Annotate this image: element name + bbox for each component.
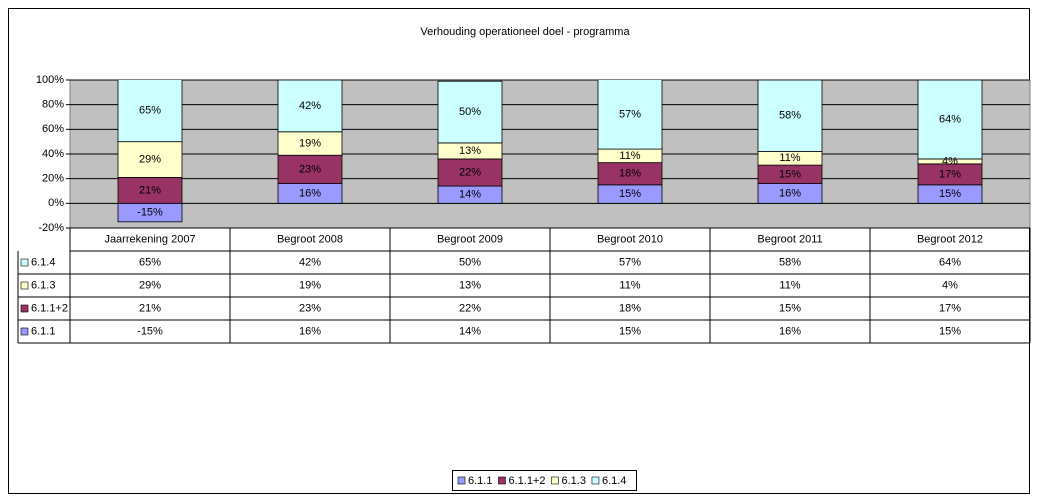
legend-key (20, 304, 29, 313)
y-tick-label: 60% (42, 123, 64, 135)
data-label: 64% (939, 113, 961, 125)
bar-segment (757, 80, 823, 152)
table-cell: -15% (137, 325, 163, 337)
table-cell: 16% (299, 325, 321, 337)
data-label: 21% (139, 184, 161, 196)
table-cell: 58% (779, 256, 801, 268)
table-cell: 42% (299, 256, 321, 268)
bar-segment (277, 80, 343, 133)
x-tick-label: Begroot 2010 (597, 233, 663, 245)
x-tick-label: Jaarrekening 2007 (104, 233, 195, 245)
bar-segment (917, 80, 983, 160)
table-cell: 19% (299, 279, 321, 291)
y-tick-label: 80% (42, 99, 64, 111)
data-label: 16% (779, 187, 801, 199)
table-cell: 4% (942, 279, 958, 291)
data-label: 15% (939, 188, 961, 200)
chart-title: Verhouding operationeel doel - programma (420, 26, 630, 38)
y-tick-label: 20% (42, 173, 64, 185)
table-cell: 18% (619, 302, 641, 314)
data-label: 50% (459, 106, 481, 118)
table-cell: 15% (779, 302, 801, 314)
legend-box (452, 470, 637, 491)
data-label: 18% (619, 168, 641, 180)
x-tick-label: Begroot 2008 (277, 233, 343, 245)
bar-segment (597, 80, 663, 150)
data-label: 42% (299, 100, 321, 112)
table-row-label: 6.1.1+2 (31, 302, 68, 314)
y-tick-label: 40% (42, 148, 64, 160)
data-label: 13% (459, 145, 481, 157)
data-label: 29% (139, 153, 161, 165)
legend-label: 6.1.1 (468, 475, 492, 487)
data-label: 15% (779, 168, 801, 180)
legend-key (20, 258, 29, 267)
table-cell: 23% (299, 302, 321, 314)
table-row-label: 6.1.3 (31, 279, 55, 291)
table-cell: 13% (459, 279, 481, 291)
data-label: 14% (459, 189, 481, 201)
table-cell: 22% (459, 302, 481, 314)
table-cell: 57% (619, 256, 641, 268)
data-label: 65% (139, 105, 161, 117)
legend-label: 6.1.4 (602, 475, 626, 487)
table-cell: 16% (779, 325, 801, 337)
data-label: 4% (942, 155, 958, 167)
legend-key (498, 476, 506, 485)
x-tick-label: Begroot 2009 (437, 233, 503, 245)
legend: 6.1.1 6.1.1+2 6.1.3 6.1.4 (452, 470, 637, 491)
legend-label: 6.1.3 (561, 475, 585, 487)
legend-key (457, 476, 466, 485)
table-cell: 21% (139, 302, 161, 314)
x-tick-label: Begroot 2011 (757, 233, 822, 245)
data-label: -15% (137, 206, 163, 218)
y-tick-label: 100% (36, 74, 64, 86)
data-label: 23% (299, 163, 321, 175)
table-cell: 50% (459, 256, 481, 268)
legend-label: 6.1.1+2 (508, 475, 545, 487)
data-label: 58% (779, 110, 801, 122)
y-tick-label: -20% (38, 222, 64, 234)
legend-key (591, 476, 600, 485)
data-label: 11% (779, 152, 800, 164)
data-label: 57% (619, 108, 641, 120)
data-label: 17% (939, 168, 961, 180)
table-cell: 64% (939, 256, 961, 268)
table-cell: 65% (139, 256, 161, 268)
y-tick-label: 0% (48, 197, 64, 209)
bar-segment (117, 141, 183, 178)
bars (117, 80, 983, 223)
data-label: 22% (459, 166, 481, 178)
data-label: 11% (619, 150, 640, 162)
table-cell: 11% (619, 279, 640, 291)
table-row-label: 6.1.1 (31, 325, 55, 337)
bar-segment (437, 158, 503, 187)
table-cell: 15% (619, 325, 641, 337)
bar-segment (117, 80, 183, 143)
legend-key (20, 327, 29, 336)
table-cell: 29% (139, 279, 161, 291)
data-label: 19% (299, 137, 321, 149)
data-label: 15% (619, 188, 641, 200)
table-row-label: 6.1.4 (31, 256, 55, 268)
table-cell: 17% (939, 302, 961, 314)
table-cell: 14% (459, 325, 481, 337)
legend-key (551, 476, 559, 485)
legend-key (20, 281, 29, 290)
data-label: 16% (299, 187, 321, 199)
x-tick-label: Begroot 2012 (917, 233, 983, 245)
table-cell: 15% (939, 325, 961, 337)
bar-segment (437, 80, 503, 144)
table-cell: 11% (779, 279, 800, 291)
bar-segment (117, 177, 183, 204)
